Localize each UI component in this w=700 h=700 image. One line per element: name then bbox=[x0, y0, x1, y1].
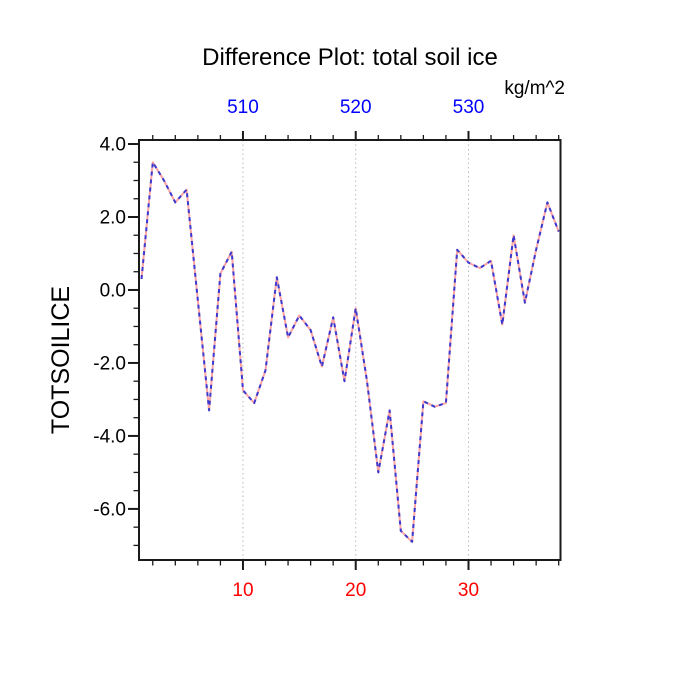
top-tick-label: 530 bbox=[453, 97, 485, 118]
y-tick-label: 2.0 bbox=[100, 207, 126, 228]
x-tick-label: 30 bbox=[458, 580, 479, 601]
x-tick-label: 10 bbox=[232, 580, 253, 601]
top-axis-unit-label: kg/m^2 bbox=[504, 78, 565, 99]
y-tick-label: -6.0 bbox=[93, 499, 126, 520]
y-tick-label: -4.0 bbox=[93, 426, 126, 447]
x-tick-label: 20 bbox=[345, 580, 366, 601]
difference-line-under bbox=[140, 161, 560, 543]
y-tick-label: -2.0 bbox=[93, 353, 126, 374]
plot-frame bbox=[138, 139, 562, 561]
y-tick-label: 0.0 bbox=[100, 280, 126, 301]
chart-title: Difference Plot: total soil ice bbox=[202, 44, 498, 71]
difference-line-dashed bbox=[140, 161, 560, 543]
top-tick-label: 520 bbox=[340, 97, 372, 118]
top-tick-label: 510 bbox=[227, 97, 259, 118]
y-tick-label: 4.0 bbox=[100, 135, 126, 156]
